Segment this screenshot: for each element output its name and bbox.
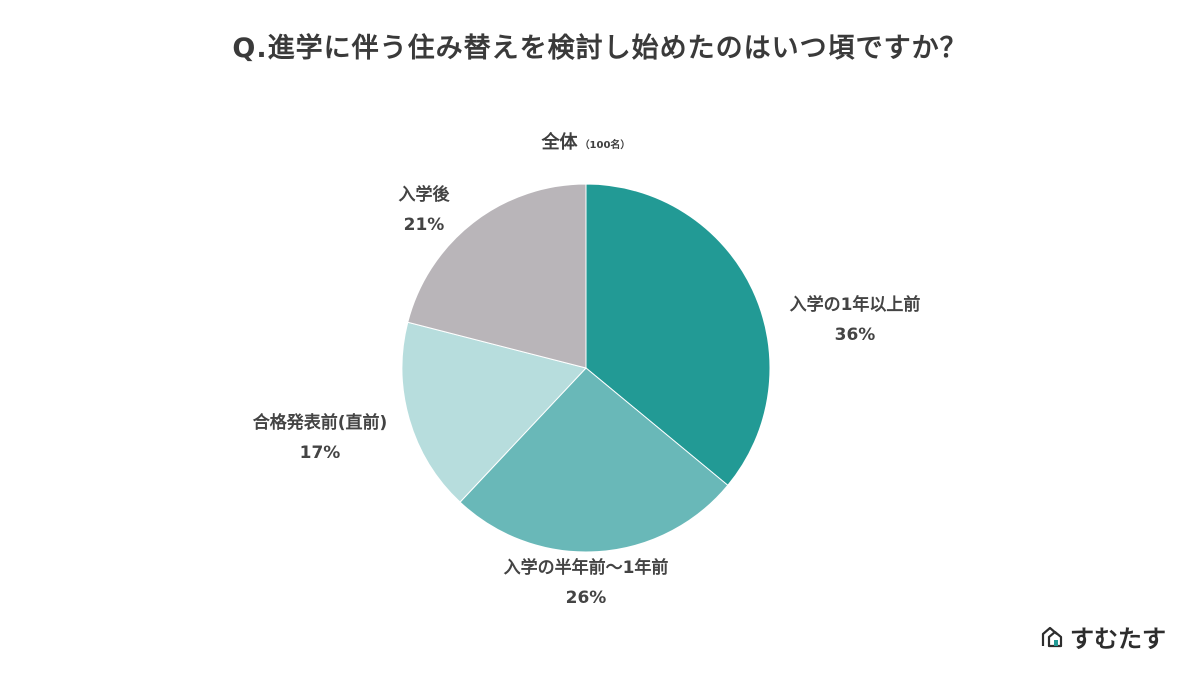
slice-value-label: 36% <box>834 325 876 345</box>
slice-label: 合格発表前(直前) 17% <box>253 408 388 468</box>
slice-label: 入学の1年以上前 36% <box>790 290 921 350</box>
chart-subtitle: 全体 （100名） <box>0 128 1172 154</box>
pie-slice <box>407 183 587 369</box>
slice-value-label: 26% <box>565 588 607 608</box>
sample-size-note: （100名） <box>579 140 631 151</box>
brand-name: すむたす <box>1070 625 1166 653</box>
house-logo-icon <box>1041 626 1063 647</box>
group-label: 全体 <box>541 132 578 153</box>
slice-category-label: 入学の半年前〜1年前 <box>503 558 669 578</box>
slice-label: 入学後 21% <box>399 180 450 240</box>
slice-category-label: 合格発表前(直前) <box>252 413 388 433</box>
slice-category-label: 入学後 <box>398 185 450 205</box>
slice-value-label: 21% <box>403 215 445 235</box>
slice-category-label: 入学の1年以上前 <box>789 295 921 315</box>
pie-slice <box>459 367 729 553</box>
chart-title: Q.進学に伴う住み替えを検討し始めたのはいつ頃ですか？ <box>232 33 968 64</box>
slice-value-label: 17% <box>299 443 341 463</box>
brand-logo: すむたす <box>1040 619 1166 654</box>
pie-slice <box>585 183 771 486</box>
pie-slice <box>401 321 587 503</box>
slice-label: 入学の半年前〜1年前 26% <box>504 553 669 613</box>
